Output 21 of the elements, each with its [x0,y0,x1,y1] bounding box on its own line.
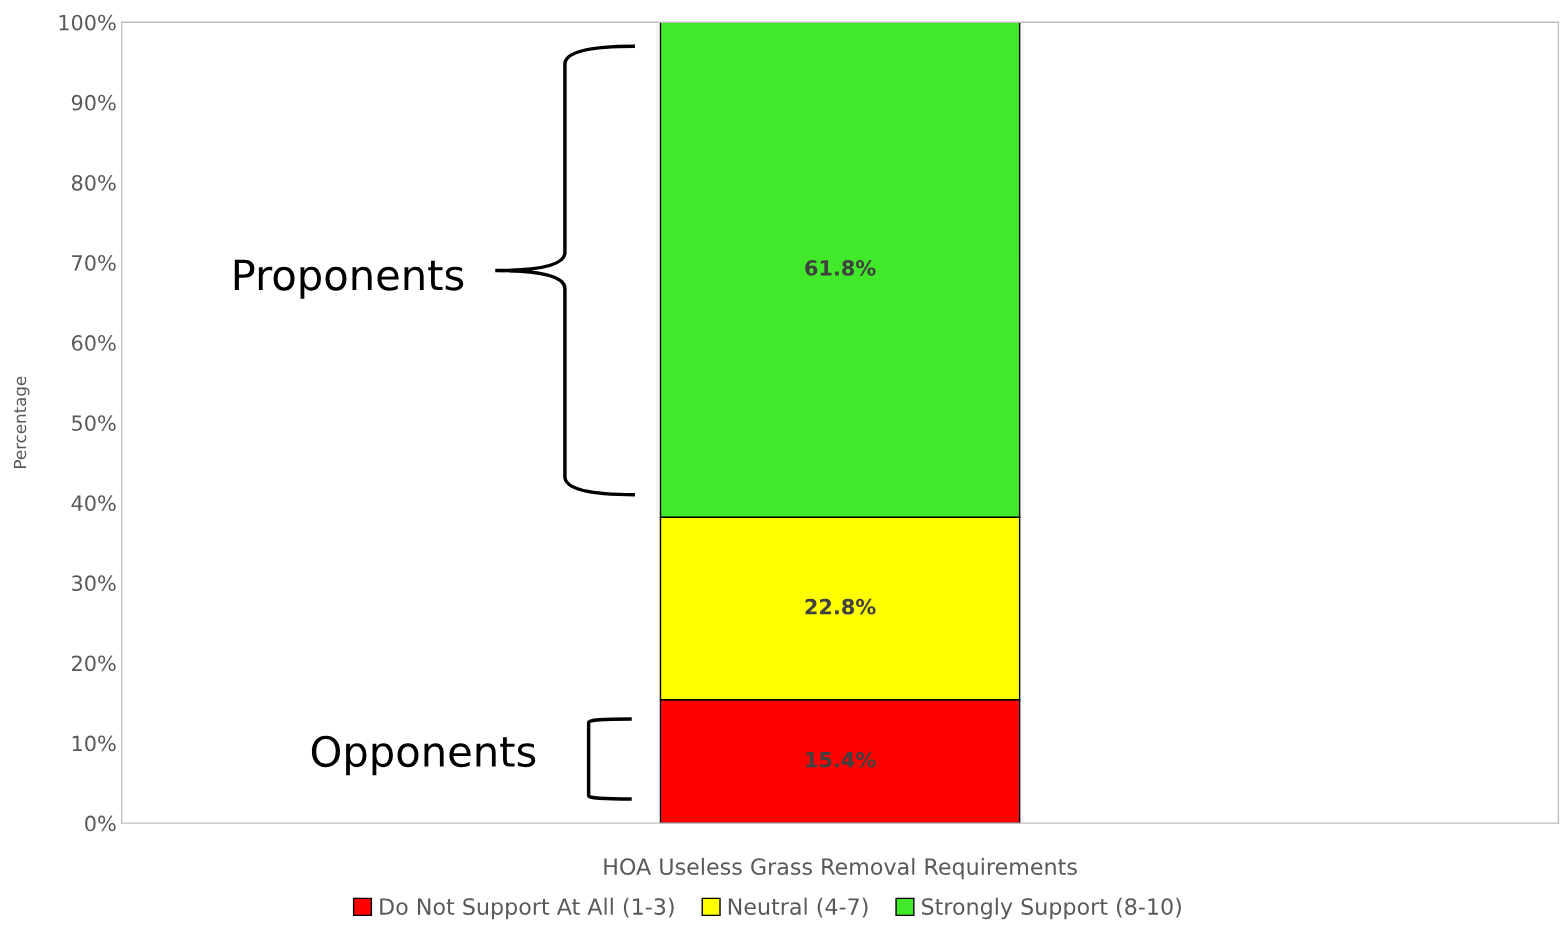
y-axis-title: Percentage [13,376,30,468]
legend-label: Do Not Support At All (1-3) [380,897,674,920]
y-tick-label: 30% [72,575,116,592]
annotation: Opponents [311,735,536,776]
legend-label: Strongly Support (8-10) [921,897,1181,920]
legend-label: Neutral (4-7) [728,897,868,918]
y-tick-label: 20% [72,655,116,672]
y-tick-label: 0% [85,815,116,832]
data-label: 61.8% [805,260,876,276]
data-label: 15.4% [806,751,876,768]
y-tick-label: 100% [59,14,116,31]
y-tick-label: 40% [71,495,116,511]
y-tick-label: 50% [72,415,116,431]
data-label: 22.8% [805,598,876,615]
y-tick-label: 10% [72,735,116,752]
y-tick-label: 90% [71,94,116,111]
y-tick-label: 70% [72,254,116,271]
x-tick-label: HOA Useless Grass Removal Requirements [604,857,1077,880]
y-tick-label: 60% [71,335,116,351]
y-tick-label: 80% [71,174,116,191]
annotation: Proponents [234,259,464,299]
